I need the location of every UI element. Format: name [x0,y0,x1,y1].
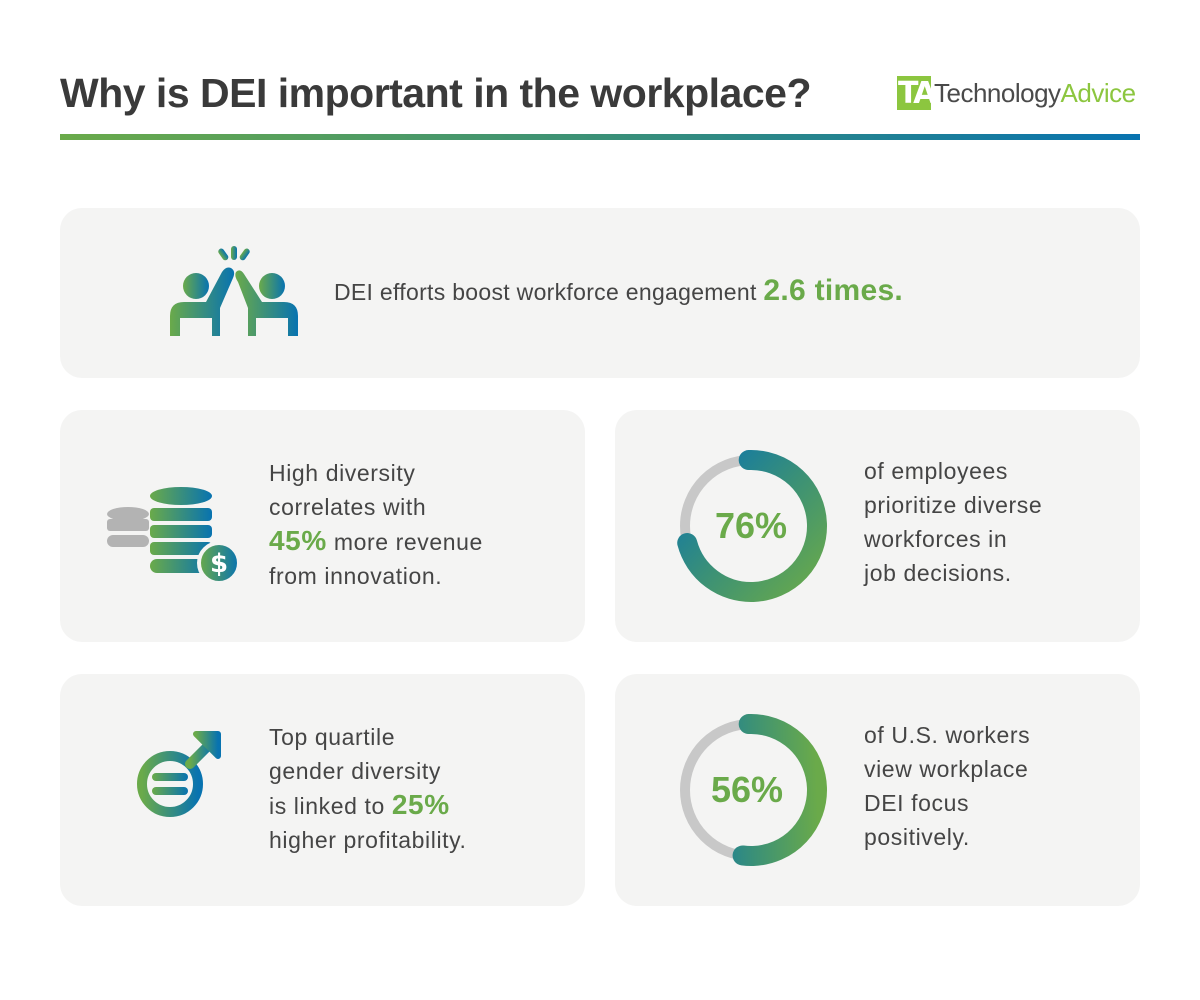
gender-equality-icon [137,731,221,849]
stat-text: of U.S. workers view workplace DEI focus… [864,722,1031,850]
technologyadvice-logo: TA TechnologyAdvice [897,75,1136,111]
stat-card-employees: 76% of employees prioritize diverse work… [615,410,1140,642]
stat-text: High diversity correlates with 45% more … [269,460,483,589]
stat-text: DEI efforts boost workforce engagement 2… [334,274,904,307]
stat-text: of employees prioritize diverse workforc… [864,458,1043,586]
page-title: Why is DEI important in the workplace? [60,70,812,116]
high-five-icon [170,246,298,336]
stat-text: Top quartile gender diversity is linked … [269,724,467,853]
stat-card-revenue: $ High diversity correlates with 45% mor… [60,410,585,642]
logo-text: TechnologyAdvice [934,77,1136,108]
progress-ring-76 [675,450,827,602]
coin-stack-dollar-icon: $ [107,487,241,585]
stat-card-engagement: DEI efforts boost workforce engagement 2… [60,208,1140,378]
svg-text:$: $ [210,549,228,579]
logo-mark: TA [897,76,936,111]
ring-value: 76% [714,505,788,546]
progress-ring-56 [675,714,827,866]
stat-highlight: 2.6 times. [763,274,904,307]
stat-highlight: 25% [391,789,450,820]
stat-card-gender-diversity: Top quartile gender diversity is linked … [60,674,585,906]
stat-card-us-workers: 56% of U.S. workers view workplace DEI f… [615,674,1140,906]
stat-highlight: 45% [269,525,327,556]
header-divider [60,134,1140,140]
ring-value: 56% [710,769,784,810]
